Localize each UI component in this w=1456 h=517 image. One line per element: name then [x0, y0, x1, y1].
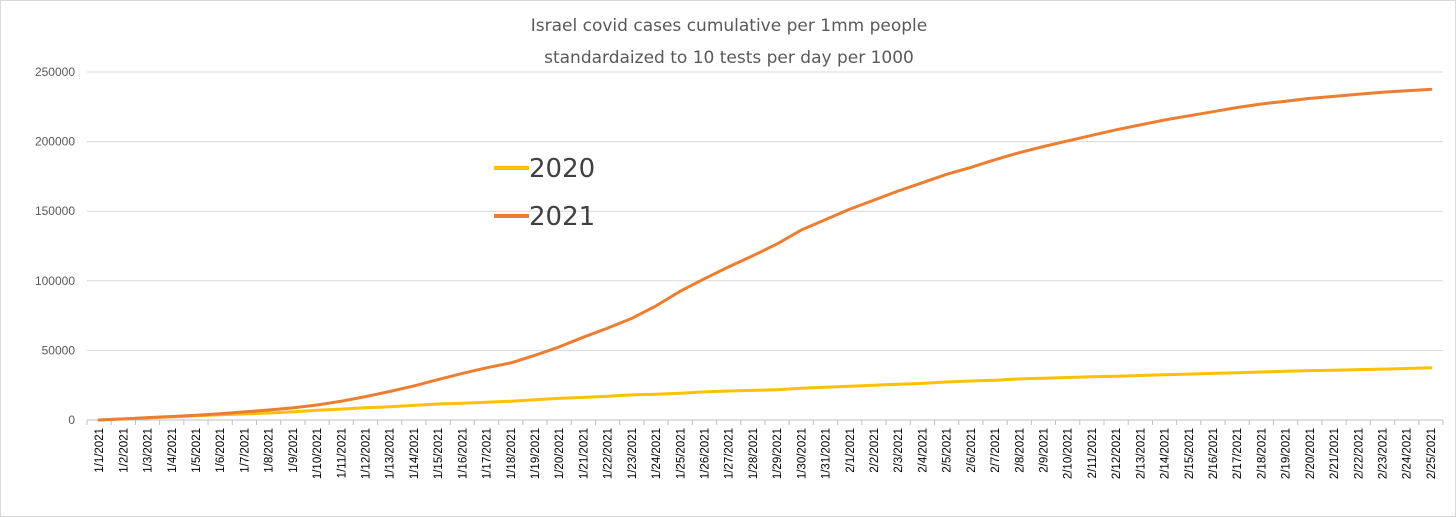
- x-tick-label: 2/20/2021: [1305, 428, 1317, 479]
- x-tick-label: 2/22/2021: [1353, 428, 1365, 479]
- x-tick-label: 1/26/2021: [699, 428, 711, 479]
- x-tick-label: 1/17/2021: [482, 428, 494, 479]
- series-line-2021: [97, 87, 1433, 422]
- y-axis-ticks: 0 50000 100000 150000 200000 250000: [35, 65, 75, 427]
- x-tick-label: 2/23/2021: [1377, 428, 1389, 479]
- y-tick-label: 250000: [35, 65, 75, 79]
- x-tick-label: 2/15/2021: [1184, 428, 1196, 479]
- x-tick-label: 1/24/2021: [651, 428, 663, 479]
- y-tick-label: 50000: [42, 343, 76, 357]
- legend-label-2020: 2020: [529, 154, 595, 184]
- x-tick-label: 1/4/2021: [167, 428, 179, 473]
- x-tick-label: 2/10/2021: [1063, 428, 1075, 479]
- x-tick-label: 2/18/2021: [1256, 428, 1268, 479]
- legend-label-2021: 2021: [529, 202, 595, 232]
- x-tick-label: 2/19/2021: [1281, 428, 1293, 479]
- x-tick-label: 1/9/2021: [288, 428, 300, 473]
- x-tick-label: 1/22/2021: [603, 428, 615, 479]
- x-tick-label: 1/16/2021: [457, 428, 469, 479]
- x-tick-label: 1/18/2021: [506, 428, 518, 479]
- x-tick-label: 1/29/2021: [772, 428, 784, 479]
- x-tick-label: 1/25/2021: [675, 428, 687, 479]
- y-tick-label: 150000: [35, 204, 75, 218]
- x-tick-label: 2/2/2021: [869, 428, 881, 473]
- x-tick-label: 1/3/2021: [143, 428, 155, 473]
- x-tick-label: 2/9/2021: [1038, 428, 1050, 473]
- x-tick-label: 1/10/2021: [312, 428, 324, 479]
- x-tick-label: 1/1/2021: [94, 428, 106, 473]
- x-tick-label: 1/15/2021: [433, 428, 445, 479]
- x-tick-label: 2/21/2021: [1329, 428, 1341, 479]
- x-tick-label: 2/1/2021: [845, 428, 857, 473]
- x-tick-label: 2/24/2021: [1402, 428, 1414, 479]
- chart-title-line-2: standardaized to 10 tests per day per 10…: [544, 48, 914, 68]
- x-tick-label: 2/4/2021: [917, 428, 929, 473]
- x-tick-label: 1/31/2021: [821, 428, 833, 479]
- x-tick-label: 2/17/2021: [1232, 428, 1244, 479]
- x-tick-label: 2/7/2021: [990, 428, 1002, 473]
- x-tick-label: 2/6/2021: [966, 428, 978, 473]
- x-tick-label: 2/13/2021: [1135, 428, 1147, 479]
- x-tick-label: 2/16/2021: [1208, 428, 1220, 479]
- y-tick-label: 0: [68, 413, 75, 427]
- x-tick-label: 2/11/2021: [1087, 428, 1099, 478]
- x-tick-label: 1/2/2021: [118, 428, 130, 473]
- series-lines: [97, 87, 1433, 422]
- x-tick-label: 2/8/2021: [1014, 428, 1026, 473]
- x-tick-label: 2/3/2021: [893, 428, 905, 473]
- x-tick-label: 1/13/2021: [385, 428, 397, 479]
- x-tick-label: 1/7/2021: [239, 428, 251, 473]
- x-tick-label: 1/23/2021: [627, 428, 639, 479]
- series-line-2020: [97, 366, 1433, 422]
- x-tick-label: 1/30/2021: [796, 428, 808, 479]
- legend: 2020 2021: [494, 154, 595, 232]
- x-tick-label: 1/21/2021: [578, 428, 590, 479]
- gridlines: [87, 71, 1443, 421]
- x-tick-label: 1/20/2021: [554, 428, 566, 479]
- x-tick-label: 1/27/2021: [724, 428, 736, 479]
- x-tick-label: 1/19/2021: [530, 428, 542, 479]
- x-tick-label: 1/6/2021: [215, 428, 227, 473]
- x-tick-label: 2/5/2021: [942, 428, 954, 473]
- x-tick-label: 2/12/2021: [1111, 428, 1123, 479]
- x-tick-label: 2/14/2021: [1160, 428, 1172, 479]
- x-tick-label: 1/8/2021: [264, 428, 276, 473]
- y-tick-label: 200000: [35, 135, 75, 149]
- x-tick-label: 1/5/2021: [191, 428, 203, 473]
- chart-title-line-1: Israel covid cases cumulative per 1mm pe…: [531, 16, 927, 36]
- x-tick-label: 1/11/2021: [336, 428, 348, 478]
- x-tick-label: 1/12/2021: [360, 428, 372, 479]
- x-tick-label: 1/28/2021: [748, 428, 760, 479]
- x-tick-label: 2/25/2021: [1426, 428, 1438, 479]
- y-tick-label: 100000: [35, 274, 75, 288]
- x-tick-label: 1/14/2021: [409, 428, 421, 479]
- x-axis-ticks: 1/1/2021 1/2/2021 1/3/2021 1/4/2021 1/5/2021…: [86, 420, 1444, 479]
